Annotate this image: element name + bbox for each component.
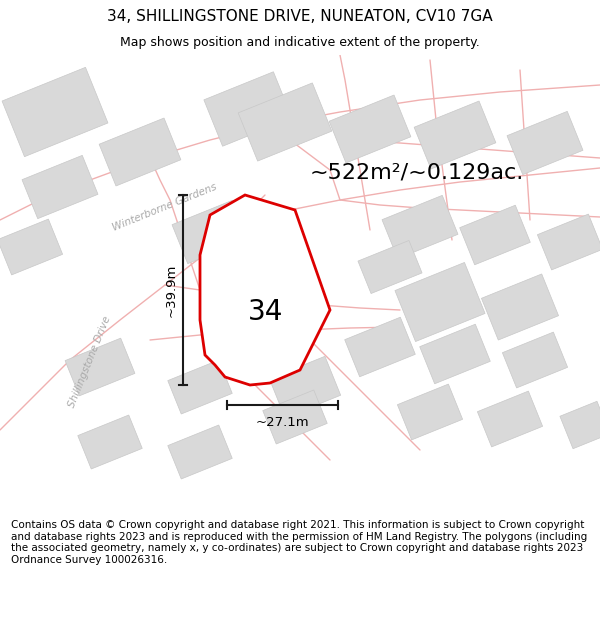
Polygon shape	[419, 324, 490, 384]
Text: 34, SHILLINGSTONE DRIVE, NUNEATON, CV10 7GA: 34, SHILLINGSTONE DRIVE, NUNEATON, CV10 …	[107, 9, 493, 24]
Polygon shape	[502, 332, 568, 388]
Polygon shape	[2, 68, 108, 157]
Polygon shape	[200, 195, 330, 385]
Text: ~39.9m: ~39.9m	[164, 263, 178, 317]
Polygon shape	[560, 401, 600, 449]
Polygon shape	[263, 390, 327, 444]
Polygon shape	[204, 72, 292, 146]
Polygon shape	[358, 241, 422, 294]
Polygon shape	[329, 95, 411, 163]
Polygon shape	[478, 391, 542, 447]
Polygon shape	[172, 201, 248, 264]
Polygon shape	[460, 205, 530, 265]
Polygon shape	[397, 384, 463, 440]
Text: Contains OS data © Crown copyright and database right 2021. This information is : Contains OS data © Crown copyright and d…	[11, 520, 587, 565]
Text: Shillingstone Drive: Shillingstone Drive	[67, 315, 113, 409]
Polygon shape	[78, 415, 142, 469]
Polygon shape	[22, 156, 98, 219]
Polygon shape	[538, 214, 600, 270]
Text: 34: 34	[248, 298, 283, 326]
Polygon shape	[382, 196, 458, 259]
Text: Map shows position and indicative extent of the property.: Map shows position and indicative extent…	[120, 36, 480, 49]
Polygon shape	[414, 101, 496, 169]
Text: ~27.1m: ~27.1m	[256, 416, 310, 429]
Text: Winterborne Gardens: Winterborne Gardens	[112, 181, 218, 232]
Polygon shape	[238, 83, 332, 161]
Polygon shape	[507, 111, 583, 174]
Polygon shape	[344, 318, 415, 377]
Polygon shape	[168, 425, 232, 479]
Polygon shape	[168, 360, 232, 414]
Text: ~522m²/~0.129ac.: ~522m²/~0.129ac.	[310, 162, 524, 182]
Polygon shape	[481, 274, 559, 340]
Polygon shape	[395, 262, 485, 341]
Polygon shape	[65, 338, 135, 396]
Polygon shape	[99, 118, 181, 186]
Polygon shape	[269, 356, 341, 418]
Polygon shape	[0, 219, 62, 275]
